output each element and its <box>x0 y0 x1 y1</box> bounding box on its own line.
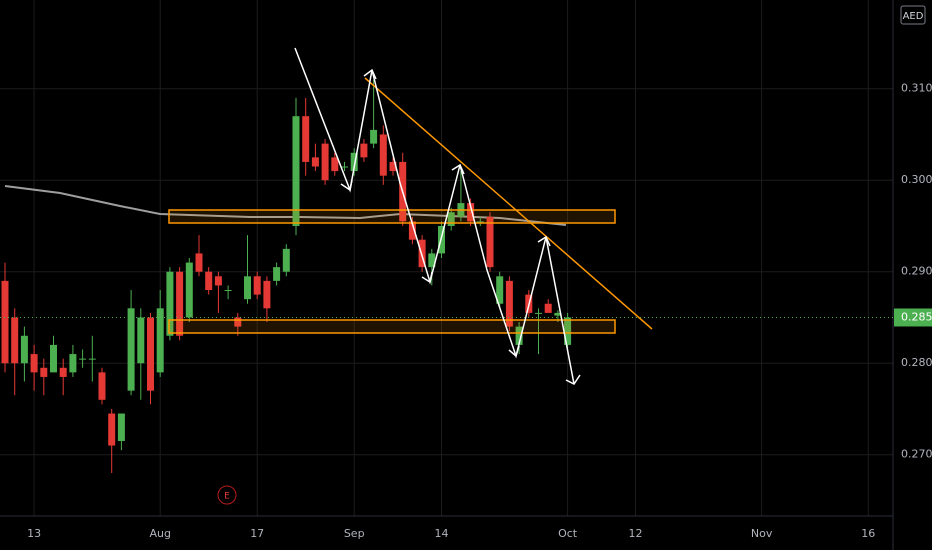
event-marker-circle <box>217 485 237 505</box>
candle-body <box>467 203 475 222</box>
arrow-head <box>451 163 465 175</box>
candle-body <box>554 312 562 316</box>
x-tick-label: 13 <box>27 527 41 540</box>
candle-body <box>292 116 300 226</box>
arrow-head <box>537 235 551 247</box>
y-tick-label: 0.300 <box>901 173 932 186</box>
candle-body <box>331 157 339 172</box>
last-price-label: 0.285 <box>901 310 932 323</box>
candles <box>1 79 572 473</box>
candle-body <box>505 280 513 327</box>
arrow-head <box>363 68 377 80</box>
currency: AED <box>903 11 924 22</box>
candle-body <box>515 326 523 345</box>
y-tick-label: 0.290 <box>901 265 932 278</box>
candle-body <box>263 280 271 309</box>
x-tick-label: Oct <box>558 527 578 540</box>
candle-body <box>98 372 106 400</box>
candle-body <box>273 267 281 281</box>
candle-body <box>108 413 116 446</box>
candle-body <box>79 358 87 360</box>
candle-body <box>311 157 319 167</box>
candle-body <box>224 290 232 292</box>
candle-body <box>185 262 193 318</box>
last-price-box <box>894 308 932 327</box>
candle-body <box>486 216 494 268</box>
x-tick-label: 17 <box>250 527 264 540</box>
x-tick-label: Aug <box>149 527 170 540</box>
candle-body <box>1 280 9 364</box>
candle-body <box>156 308 164 373</box>
candle-body <box>544 303 552 313</box>
trend-line <box>364 77 653 330</box>
candle-body <box>40 367 48 377</box>
candle-body <box>117 413 125 441</box>
candle-body <box>253 276 261 295</box>
candle-body <box>360 143 368 158</box>
candle-body <box>341 166 348 168</box>
support-zone <box>168 319 616 334</box>
x-tick-label: Nov <box>751 527 773 540</box>
resistance-zone <box>168 209 616 224</box>
moving-average <box>4 185 567 226</box>
x-tick-label: 16 <box>861 527 875 540</box>
candle-body <box>350 152 358 172</box>
candle-body <box>20 335 28 364</box>
candle-body <box>244 276 251 300</box>
drawings <box>168 47 653 385</box>
candle-body <box>447 212 455 226</box>
x-tick-label: Sep <box>344 527 365 540</box>
candle-body <box>408 221 416 240</box>
arrow-head <box>340 179 353 192</box>
candle-body <box>321 143 329 181</box>
candle-body <box>11 317 19 364</box>
candle-body <box>370 129 378 144</box>
candle-body <box>282 248 290 272</box>
x-tick-label: 14 <box>435 527 449 540</box>
candle-body <box>50 344 57 373</box>
candle-body <box>59 367 67 377</box>
candle-body <box>30 354 38 373</box>
candle-body <box>147 317 154 391</box>
y-tick-label: 0.270 <box>901 448 932 461</box>
y-tick-label: 0.280 <box>901 356 932 369</box>
candle-body <box>564 317 572 345</box>
axes: 0.270 0.280 0.290 0.300 0.310 13 Aug 17 Sep 14 Oct… <box>0 82 932 540</box>
arrow-head <box>565 374 581 385</box>
candle-body <box>379 134 387 176</box>
candle-body <box>302 116 310 162</box>
candle-body <box>476 221 484 223</box>
candle-body <box>88 358 96 360</box>
y-tick-label: 0.310 <box>901 82 932 95</box>
candle-body <box>195 253 203 272</box>
candle-body <box>496 276 504 304</box>
event-marker: E <box>224 492 230 502</box>
candle-body <box>127 308 135 391</box>
candle-body <box>389 161 397 172</box>
candle-body <box>166 271 174 336</box>
candle-body <box>205 271 213 291</box>
candle-body <box>428 253 436 268</box>
candle-body <box>176 271 184 336</box>
grid <box>0 0 893 516</box>
arrow-head <box>508 345 520 358</box>
zigzag-path <box>294 47 575 385</box>
candle-body <box>234 317 242 327</box>
candle-body <box>137 317 145 364</box>
currency-box <box>900 5 926 25</box>
arrow-head <box>421 271 433 284</box>
x-tick-label: 12 <box>629 527 643 540</box>
candle-body <box>535 312 542 314</box>
candle-body <box>214 276 222 286</box>
candle-body <box>69 354 77 373</box>
